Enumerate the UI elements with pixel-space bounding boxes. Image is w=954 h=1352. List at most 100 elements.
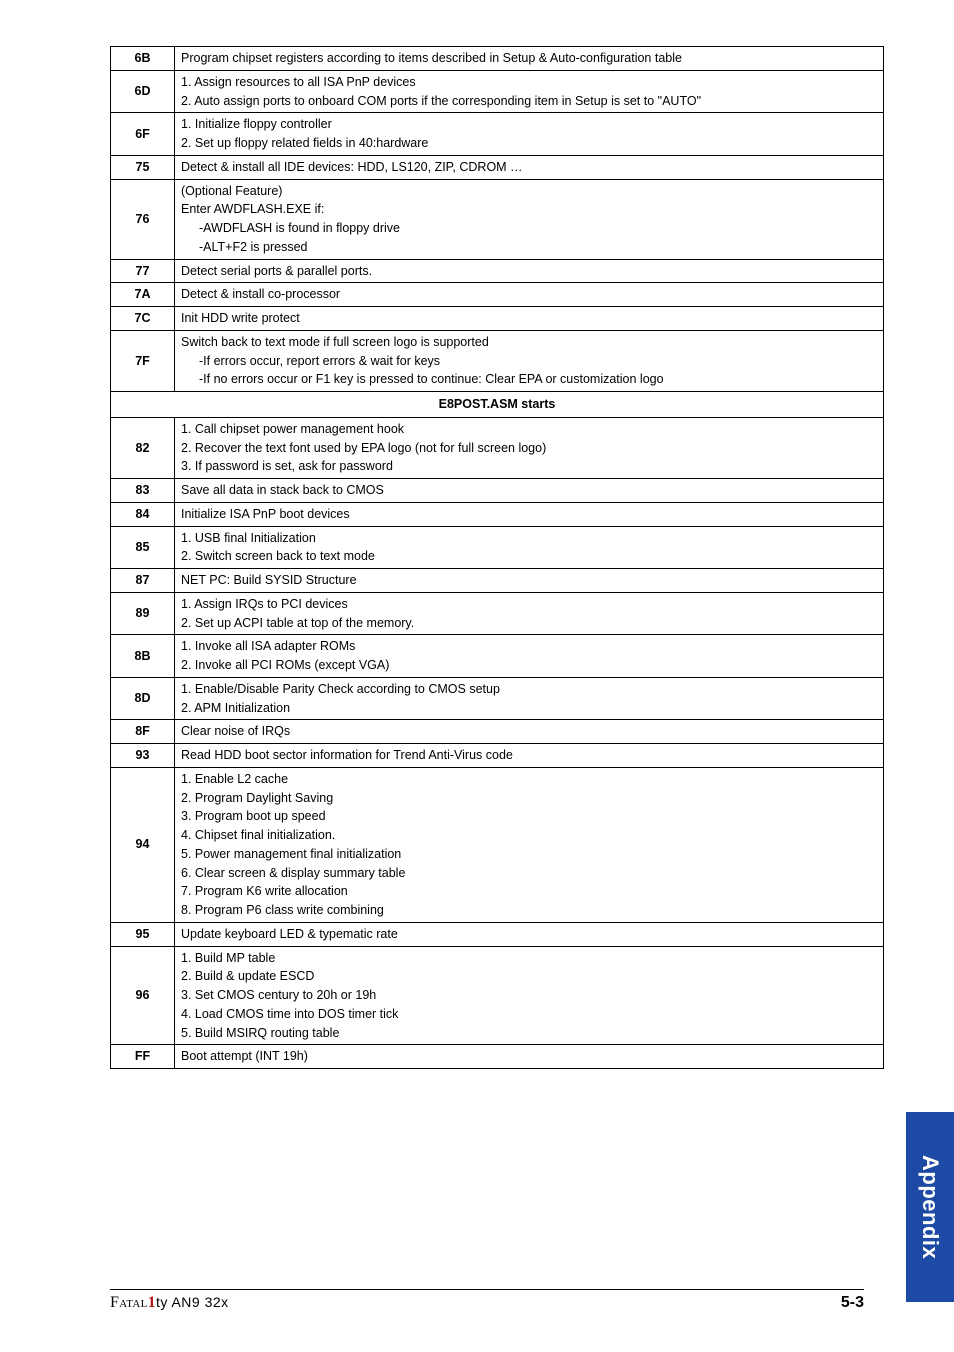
description-line: 2. Program Daylight Saving: [181, 789, 877, 808]
footer-brand: Fatal1ty AN9 32x: [110, 1294, 229, 1312]
post-code: 77: [111, 259, 175, 283]
footer-page-number: 5-3: [841, 1294, 864, 1312]
post-code: 8D: [111, 677, 175, 720]
post-code: 95: [111, 922, 175, 946]
post-description: NET PC: Build SYSID Structure: [175, 569, 884, 593]
post-code: 84: [111, 502, 175, 526]
post-description: Switch back to text mode if full screen …: [175, 330, 884, 391]
post-description: 1. USB final Initialization2. Switch scr…: [175, 526, 884, 569]
post-description: Detect & install co-processor: [175, 283, 884, 307]
post-description: 1. Assign resources to all ISA PnP devic…: [175, 70, 884, 113]
post-description: Save all data in stack back to CMOS: [175, 479, 884, 503]
post-code: 94: [111, 767, 175, 922]
description-line: Switch back to text mode if full screen …: [181, 333, 877, 352]
post-code: 8B: [111, 635, 175, 678]
description-line: Detect & install all IDE devices: HDD, L…: [181, 158, 877, 177]
post-code: 8F: [111, 720, 175, 744]
description-line: 2. Recover the text font used by EPA log…: [181, 439, 877, 458]
post-code: 93: [111, 744, 175, 768]
description-line: NET PC: Build SYSID Structure: [181, 571, 877, 590]
description-line: 4. Load CMOS time into DOS timer tick: [181, 1005, 877, 1024]
post-description: 1. Build MP table2. Build & update ESCD3…: [175, 946, 884, 1045]
post-description: 1. Invoke all ISA adapter ROMs2. Invoke …: [175, 635, 884, 678]
description-line: 1. Initialize floppy controller: [181, 115, 877, 134]
description-line: 2. Set up ACPI table at top of the memor…: [181, 614, 877, 633]
description-line: 8. Program P6 class write combining: [181, 901, 877, 920]
description-line: 2. Invoke all PCI ROMs (except VGA): [181, 656, 877, 675]
post-description: 1. Call chipset power management hook2. …: [175, 417, 884, 478]
post-description: Clear noise of IRQs: [175, 720, 884, 744]
description-line: 1. Call chipset power management hook: [181, 420, 877, 439]
description-line: Initialize ISA PnP boot devices: [181, 505, 877, 524]
description-line: (Optional Feature): [181, 182, 877, 201]
description-line: Program chipset registers according to i…: [181, 49, 877, 68]
description-line: Update keyboard LED & typematic rate: [181, 925, 877, 944]
description-line: -ALT+F2 is pressed: [181, 238, 877, 257]
description-line: 6. Clear screen & display summary table: [181, 864, 877, 883]
post-code: 75: [111, 155, 175, 179]
post-code: 96: [111, 946, 175, 1045]
post-description: Program chipset registers according to i…: [175, 47, 884, 71]
post-code: 82: [111, 417, 175, 478]
post-code: 6D: [111, 70, 175, 113]
description-line: 1. Assign IRQs to PCI devices: [181, 595, 877, 614]
post-description: 1. Initialize floppy controller2. Set up…: [175, 113, 884, 156]
description-line: Init HDD write protect: [181, 309, 877, 328]
description-line: Save all data in stack back to CMOS: [181, 481, 877, 500]
post-code: 7F: [111, 330, 175, 391]
post-code: 7A: [111, 283, 175, 307]
post-code: 83: [111, 479, 175, 503]
side-tab-label: Appendix: [917, 1155, 943, 1259]
description-line: -If errors occur, report errors & wait f…: [181, 352, 877, 371]
section-header: E8POST.ASM starts: [111, 392, 884, 418]
post-code: 6B: [111, 47, 175, 71]
description-line: 1. Build MP table: [181, 949, 877, 968]
description-line: 2. Auto assign ports to onboard COM port…: [181, 92, 877, 111]
description-line: 2. Switch screen back to text mode: [181, 547, 877, 566]
description-line: 3. Program boot up speed: [181, 807, 877, 826]
description-line: -If no errors occur or F1 key is pressed…: [181, 370, 877, 389]
description-line: Clear noise of IRQs: [181, 722, 877, 741]
post-description: 1. Assign IRQs to PCI devices2. Set up A…: [175, 592, 884, 635]
description-line: 2. APM Initialization: [181, 699, 877, 718]
post-description: 1. Enable/Disable Parity Check according…: [175, 677, 884, 720]
description-line: 7. Program K6 write allocation: [181, 882, 877, 901]
description-line: 5. Build MSIRQ routing table: [181, 1024, 877, 1043]
description-line: Detect serial ports & parallel ports.: [181, 262, 877, 281]
description-line: 2. Build & update ESCD: [181, 967, 877, 986]
description-line: -AWDFLASH is found in floppy drive: [181, 219, 877, 238]
description-line: 1. Enable/Disable Parity Check according…: [181, 680, 877, 699]
description-line: 3. Set CMOS century to 20h or 19h: [181, 986, 877, 1005]
post-description: Read HDD boot sector information for Tre…: [175, 744, 884, 768]
post-code: 6F: [111, 113, 175, 156]
description-line: Read HDD boot sector information for Tre…: [181, 746, 877, 765]
post-code: 89: [111, 592, 175, 635]
page-footer: Fatal1ty AN9 32x 5-3: [110, 1289, 864, 1312]
post-codes-table: 6B Program chipset registers according to…: [110, 46, 884, 1069]
post-code: 85: [111, 526, 175, 569]
description-line: Enter AWDFLASH.EXE if:: [181, 200, 877, 219]
post-description: Init HDD write protect: [175, 307, 884, 331]
post-description: Detect & install all IDE devices: HDD, L…: [175, 155, 884, 179]
post-description: (Optional Feature)Enter AWDFLASH.EXE if:…: [175, 179, 884, 259]
description-line: 3. If password is set, ask for password: [181, 457, 877, 476]
post-description: Detect serial ports & parallel ports.: [175, 259, 884, 283]
description-line: 1. Assign resources to all ISA PnP devic…: [181, 73, 877, 92]
post-code: 87: [111, 569, 175, 593]
post-code: FF: [111, 1045, 175, 1069]
post-description: Initialize ISA PnP boot devices: [175, 502, 884, 526]
post-description: 1. Enable L2 cache2. Program Daylight Sa…: [175, 767, 884, 922]
post-description: Update keyboard LED & typematic rate: [175, 922, 884, 946]
post-code: 7C: [111, 307, 175, 331]
description-line: Boot attempt (INT 19h): [181, 1047, 877, 1066]
description-line: 1. Invoke all ISA adapter ROMs: [181, 637, 877, 656]
description-line: 5. Power management final initialization: [181, 845, 877, 864]
description-line: 1. USB final Initialization: [181, 529, 877, 548]
description-line: 1. Enable L2 cache: [181, 770, 877, 789]
post-code: 76: [111, 179, 175, 259]
appendix-side-tab: Appendix: [906, 1112, 954, 1302]
description-line: Detect & install co-processor: [181, 285, 877, 304]
description-line: 4. Chipset final initialization.: [181, 826, 877, 845]
post-description: Boot attempt (INT 19h): [175, 1045, 884, 1069]
description-line: 2. Set up floppy related fields in 40:ha…: [181, 134, 877, 153]
